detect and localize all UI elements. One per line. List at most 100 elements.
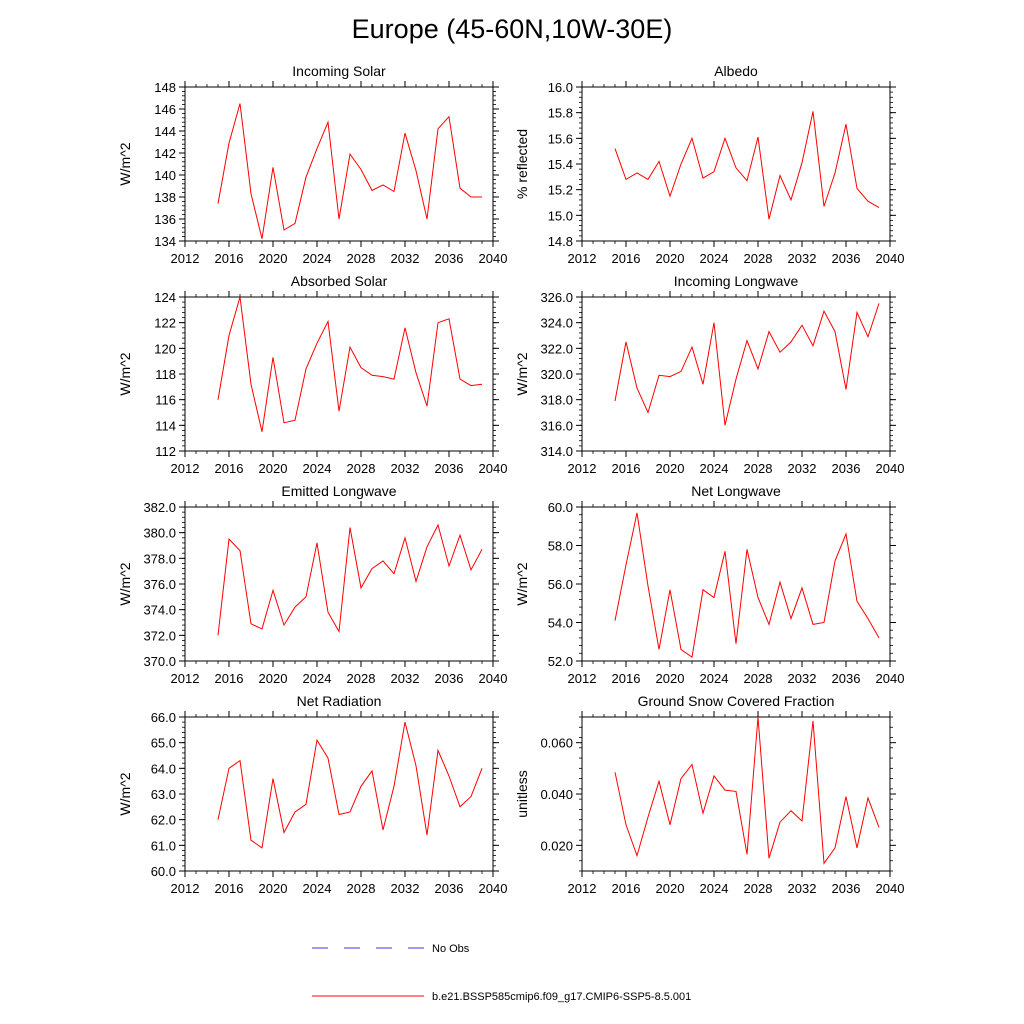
net-longwave-ytick-label: 56.0: [548, 577, 573, 592]
incoming-solar-ytick-label: 134: [154, 234, 176, 249]
emitted-longwave-xtick-label: 2024: [303, 671, 332, 686]
ground-snow-covered-fraction-title: Ground Snow Covered Fraction: [638, 693, 835, 709]
absorbed-solar-ytick-label: 124: [154, 290, 176, 305]
albedo-ytick-label: 15.2: [548, 183, 573, 198]
emitted-longwave-ytick-label: 374.0: [143, 603, 176, 618]
albedo-ytick-label: 15.8: [548, 106, 573, 121]
absorbed-solar-ylabel: W/m^2: [117, 352, 133, 395]
incoming-solar-xtick-label: 2032: [391, 251, 420, 266]
net-longwave-xtick-label: 2012: [568, 671, 597, 686]
net-longwave-xtick-label: 2024: [700, 671, 729, 686]
ground-snow-covered-fraction-ytick-label: 0.060: [540, 736, 573, 751]
incoming-longwave-ytick-label: 324.0: [540, 316, 573, 331]
ground-snow-covered-fraction-xtick-label: 2040: [876, 881, 905, 896]
emitted-longwave-xtick-label: 2012: [171, 671, 200, 686]
absorbed-solar-series-line: [217, 296, 483, 432]
net-longwave-xtick-label: 2032: [788, 671, 817, 686]
emitted-longwave-ytick-label: 380.0: [143, 526, 176, 541]
incoming-longwave-xtick-label: 2020: [656, 461, 685, 476]
incoming-solar-xtick-label: 2040: [479, 251, 508, 266]
net-radiation-ylabel: W/m^2: [117, 772, 133, 815]
absorbed-solar-xtick-label: 2016: [215, 461, 244, 476]
incoming-solar-xtick-label: 2016: [215, 251, 244, 266]
absorbed-solar-xtick-label: 2032: [391, 461, 420, 476]
net-longwave-ylabel: W/m^2: [514, 562, 530, 605]
incoming-longwave-series-line: [614, 303, 880, 426]
albedo-xtick-label: 2040: [876, 251, 905, 266]
ground-snow-covered-fraction-ytick-label: 0.040: [540, 787, 573, 802]
incoming-longwave-ytick-label: 320.0: [540, 367, 573, 382]
net-radiation-ytick-label: 60.0: [151, 864, 176, 879]
emitted-longwave-xtick-label: 2020: [259, 671, 288, 686]
emitted-longwave-xtick-label: 2036: [435, 671, 464, 686]
emitted-longwave-xtick-label: 2040: [479, 671, 508, 686]
incoming-longwave-ytick-label: 318.0: [540, 393, 573, 408]
net-longwave-ytick-label: 60.0: [548, 500, 573, 515]
emitted-longwave-xtick-label: 2028: [347, 671, 376, 686]
ground-snow-covered-fraction-ytick-label: 0.020: [540, 838, 573, 853]
albedo-series-line: [614, 111, 880, 220]
emitted-longwave-ylabel: W/m^2: [117, 562, 133, 605]
emitted-longwave-ytick-label: 370.0: [143, 654, 176, 669]
emitted-longwave-title: Emitted Longwave: [281, 483, 396, 499]
net-longwave-xtick-label: 2036: [832, 671, 861, 686]
absorbed-solar-ytick-label: 112: [155, 444, 176, 459]
emitted-longwave-ytick-label: 372.0: [143, 628, 176, 643]
incoming-solar-ytick-label: 142: [154, 146, 176, 161]
incoming-solar-series-line: [217, 103, 482, 239]
absorbed-solar-ytick-label: 122: [154, 316, 176, 331]
incoming-longwave-xtick-label: 2040: [876, 461, 905, 476]
albedo-ytick-label: 14.8: [548, 234, 573, 249]
panel-emitted-longwave: Emitted Longwave W/m^2 2012 2016 2020 2024 202…: [117, 483, 507, 686]
ground-snow-covered-fraction-ylabel: unitless: [514, 770, 530, 817]
albedo-xtick-label: 2024: [700, 251, 729, 266]
incoming-solar-xtick-label: 2012: [171, 251, 200, 266]
absorbed-solar-title: Absorbed Solar: [291, 273, 388, 289]
net-radiation-xtick-label: 2020: [259, 881, 288, 896]
net-longwave-xtick-label: 2016: [612, 671, 641, 686]
incoming-longwave-ylabel: W/m^2: [514, 352, 530, 395]
albedo-title: Albedo: [714, 63, 758, 79]
incoming-longwave-xtick-label: 2024: [700, 461, 729, 476]
absorbed-solar-xtick-label: 2020: [259, 461, 288, 476]
emitted-longwave-ytick-label: 378.0: [143, 551, 176, 566]
incoming-longwave-ytick-label: 322.0: [540, 341, 573, 356]
incoming-solar-ytick-label: 140: [154, 168, 176, 183]
ground-snow-covered-fraction-xtick-label: 2036: [832, 881, 861, 896]
absorbed-solar-ytick-label: 118: [155, 367, 176, 382]
albedo-ytick-label: 15.6: [548, 131, 573, 146]
figure-title: Europe (45-60N,10W-30E): [351, 14, 673, 44]
net-radiation-title: Net Radiation: [297, 693, 382, 709]
legend: No Obs b.e21.BSSP585cmip6.f09_g17.CMIP6-…: [312, 943, 691, 1003]
net-longwave-ytick-label: 54.0: [548, 616, 573, 631]
incoming-solar-xtick-label: 2020: [259, 251, 288, 266]
panel-absorbed-solar: Absorbed Solar W/m^2 2012 2016 2020 2024 2028 2…: [117, 273, 507, 476]
absorbed-solar-ytick-label: 120: [154, 341, 176, 356]
legend-model-label: b.e21.BSSP585cmip6.f09_g17.CMIP6-SSP5-8.…: [432, 991, 691, 1003]
ground-snow-covered-fraction-series-line: [614, 716, 880, 865]
net-radiation-xtick-label: 2040: [479, 881, 508, 896]
emitted-longwave-xtick-label: 2016: [215, 671, 244, 686]
albedo-ytick-label: 15.0: [548, 208, 573, 223]
albedo-xtick-label: 2016: [612, 251, 641, 266]
net-radiation-series-line: [217, 721, 483, 849]
panel-net-longwave: Net Longwave W/m^2 2012 2016 2020 2024 2028 203…: [514, 483, 904, 686]
panels-group: Incoming Solar W/m^2 2012 2016 2020 2024 2028 2…: [117, 63, 904, 896]
albedo-xtick-label: 2032: [788, 251, 817, 266]
incoming-solar-title: Incoming Solar: [292, 63, 386, 79]
incoming-solar-ytick-label: 148: [154, 80, 176, 95]
absorbed-solar-xtick-label: 2040: [479, 461, 508, 476]
albedo-ytick-label: 15.4: [548, 157, 573, 172]
ground-snow-covered-fraction-xtick-label: 2020: [656, 881, 685, 896]
incoming-solar-ylabel: W/m^2: [117, 142, 133, 185]
net-radiation-ytick-label: 63.0: [151, 787, 176, 802]
emitted-longwave-ytick-label: 382.0: [143, 500, 176, 515]
absorbed-solar-xtick-label: 2036: [435, 461, 464, 476]
absorbed-solar-ytick-label: 114: [155, 418, 176, 433]
incoming-longwave-xtick-label: 2028: [744, 461, 773, 476]
incoming-longwave-xtick-label: 2012: [568, 461, 597, 476]
net-longwave-xtick-label: 2020: [656, 671, 685, 686]
emitted-longwave-ytick-label: 376.0: [143, 577, 176, 592]
